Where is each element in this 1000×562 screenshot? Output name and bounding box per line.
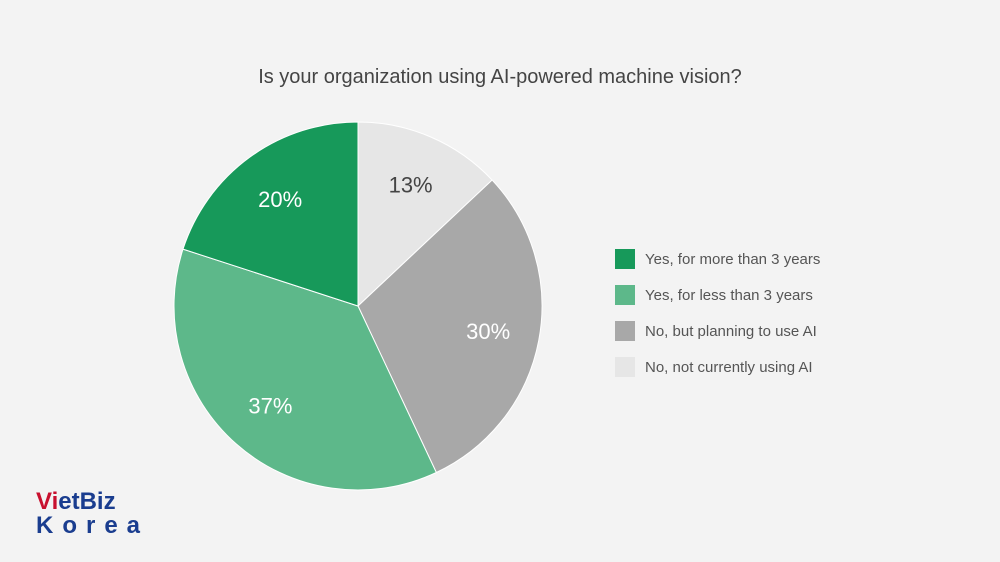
legend-swatch <box>615 249 635 269</box>
pie-slice-3 <box>173 248 438 491</box>
legend-swatch <box>615 321 635 341</box>
legend-item-2: Yes, for less than 3 years <box>615 283 820 307</box>
logo-text-etbiz: etBiz <box>58 488 116 515</box>
chart-title: Is your organization using AI-powered ma… <box>258 66 742 88</box>
pie-slice-2 <box>357 179 543 474</box>
slice-data-label-3: 37% <box>248 393 292 418</box>
pie-slice-4 <box>182 121 359 307</box>
legend-swatch <box>615 357 635 377</box>
slice-data-label-4: 20% <box>258 187 302 212</box>
legend-item-3: No, but planning to use AI <box>615 319 820 343</box>
chart-legend: Yes, for more than 3 years Yes, for less … <box>615 247 820 391</box>
legend-label: Yes, for more than 3 years <box>645 250 821 268</box>
legend-label: No, but planning to use AI <box>645 322 817 340</box>
vietbiz-korea-logo: VietBiz Korea <box>36 490 149 538</box>
logo-text-vi: Vi <box>36 488 59 515</box>
slice-data-label-1: 13% <box>389 172 433 197</box>
legend-item-1: Yes, for more than 3 years <box>615 247 820 271</box>
pie-slice-1 <box>357 121 493 308</box>
logo-text-korea: Korea <box>36 512 150 539</box>
slice-data-label-2: 30% <box>466 319 510 344</box>
legend-item-4: No, not currently using AI <box>615 355 820 379</box>
legend-label: Yes, for less than 3 years <box>645 286 813 304</box>
legend-label: No, not currently using AI <box>645 358 813 376</box>
legend-swatch <box>615 285 635 305</box>
